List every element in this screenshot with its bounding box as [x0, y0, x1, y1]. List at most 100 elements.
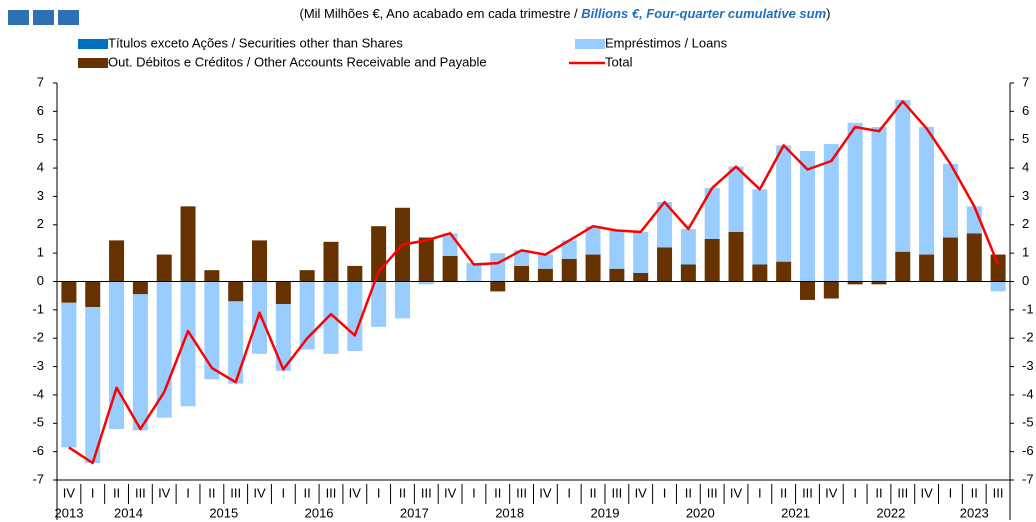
bar [633, 272, 649, 282]
bar [61, 302, 77, 448]
bar [728, 166, 744, 232]
x-tick-label: IV [158, 485, 171, 500]
bar [156, 254, 172, 282]
bar [132, 294, 148, 431]
x-tick-label: I [91, 485, 95, 500]
bar [323, 241, 339, 282]
bar [871, 126, 887, 282]
bar [514, 265, 530, 282]
y-tick-label: 4 [37, 160, 44, 175]
bar [109, 240, 125, 282]
x-tick-label: I [186, 485, 190, 500]
bar [895, 251, 911, 282]
x-tick-label: III [611, 485, 622, 500]
bar [61, 281, 77, 303]
x-tick-label: IV [920, 485, 933, 500]
bar [657, 247, 673, 282]
bar [847, 122, 863, 282]
y-tick-label: 5 [37, 131, 44, 146]
bar [85, 281, 101, 308]
y2-tick-label: -3 [1022, 358, 1034, 373]
x-tick-label: IV [444, 485, 457, 500]
y2-tick-label: 0 [1022, 273, 1029, 288]
x-tick-label: IV [730, 485, 743, 500]
x-tick-label: IV [63, 485, 76, 500]
x-tick-label: I [567, 485, 571, 500]
x-tick-label: II [304, 485, 311, 500]
bar [156, 281, 172, 418]
x-tick-label: IV [635, 485, 648, 500]
year-label: 2022 [876, 505, 905, 520]
bar [919, 254, 935, 282]
bar [680, 229, 696, 265]
bar [776, 145, 792, 262]
year-label: 2013 [55, 505, 84, 520]
bar [418, 237, 434, 282]
x-tick-label: III [707, 485, 718, 500]
x-tick-label: II [685, 485, 692, 500]
legend-swatch [78, 39, 108, 49]
y2-tick-label: 3 [1022, 188, 1029, 203]
title-close: ) [826, 6, 830, 21]
bar [394, 281, 410, 319]
y-tick-label: -5 [32, 415, 44, 430]
bar [228, 281, 244, 302]
legend-label: Empréstimos / Loans [605, 35, 728, 50]
bar [823, 281, 839, 299]
title-pt: (Mil Milhões €, Ano acabado em cada trim… [299, 6, 581, 21]
logo-block [33, 10, 54, 25]
y-tick-label: 2 [37, 216, 44, 231]
bar [657, 202, 673, 248]
bar [776, 261, 792, 282]
y-tick-label: 0 [37, 273, 44, 288]
year-label: 2020 [686, 505, 715, 520]
year-label: 2016 [305, 505, 334, 520]
year-label: 2015 [209, 505, 238, 520]
year-label: 2023 [960, 505, 989, 520]
logo-block [8, 10, 29, 25]
bar [537, 254, 553, 269]
chart-title: (Mil Milhões €, Ano acabado em cada trim… [299, 6, 830, 21]
x-tick-label: I [472, 485, 476, 500]
bar [204, 281, 220, 380]
bar [990, 281, 1006, 292]
bar [275, 281, 291, 305]
year-label: 2019 [591, 505, 620, 520]
bar [942, 237, 958, 282]
x-tick-label: IV [539, 485, 552, 500]
bar [728, 231, 744, 282]
y-tick-label: 1 [37, 245, 44, 260]
bar [228, 301, 244, 384]
bar [299, 270, 315, 282]
bar [252, 240, 268, 282]
bar [633, 231, 649, 273]
y2-tick-label: -7 [1022, 471, 1034, 486]
y-tick-label: -2 [32, 330, 44, 345]
bar [585, 226, 601, 255]
y2-tick-label: 5 [1022, 131, 1029, 146]
legend-label: Out. Débitos e Créditos / Other Accounts… [108, 54, 487, 69]
bar [609, 230, 625, 269]
y2-tick-label: 4 [1022, 160, 1029, 175]
x-tick-label: IV [825, 485, 838, 500]
bar [514, 250, 530, 266]
legend-swatch [78, 58, 108, 68]
bar [490, 253, 506, 282]
x-tick-label: II [971, 485, 978, 500]
x-tick-label: III [897, 485, 908, 500]
bar [752, 264, 768, 282]
y-tick-label: -1 [32, 301, 44, 316]
bar [704, 238, 720, 282]
bar [490, 281, 506, 292]
bar [895, 100, 911, 252]
x-tick-label: III [135, 485, 146, 500]
bar [180, 206, 196, 282]
bar [537, 268, 553, 282]
total-line [68, 100, 1000, 465]
legend-label: Total [605, 54, 633, 69]
year-label: 2017 [400, 505, 429, 520]
x-tick-label: I [377, 485, 381, 500]
y-tick-label: -4 [32, 386, 44, 401]
y2-tick-label: 2 [1022, 216, 1029, 231]
